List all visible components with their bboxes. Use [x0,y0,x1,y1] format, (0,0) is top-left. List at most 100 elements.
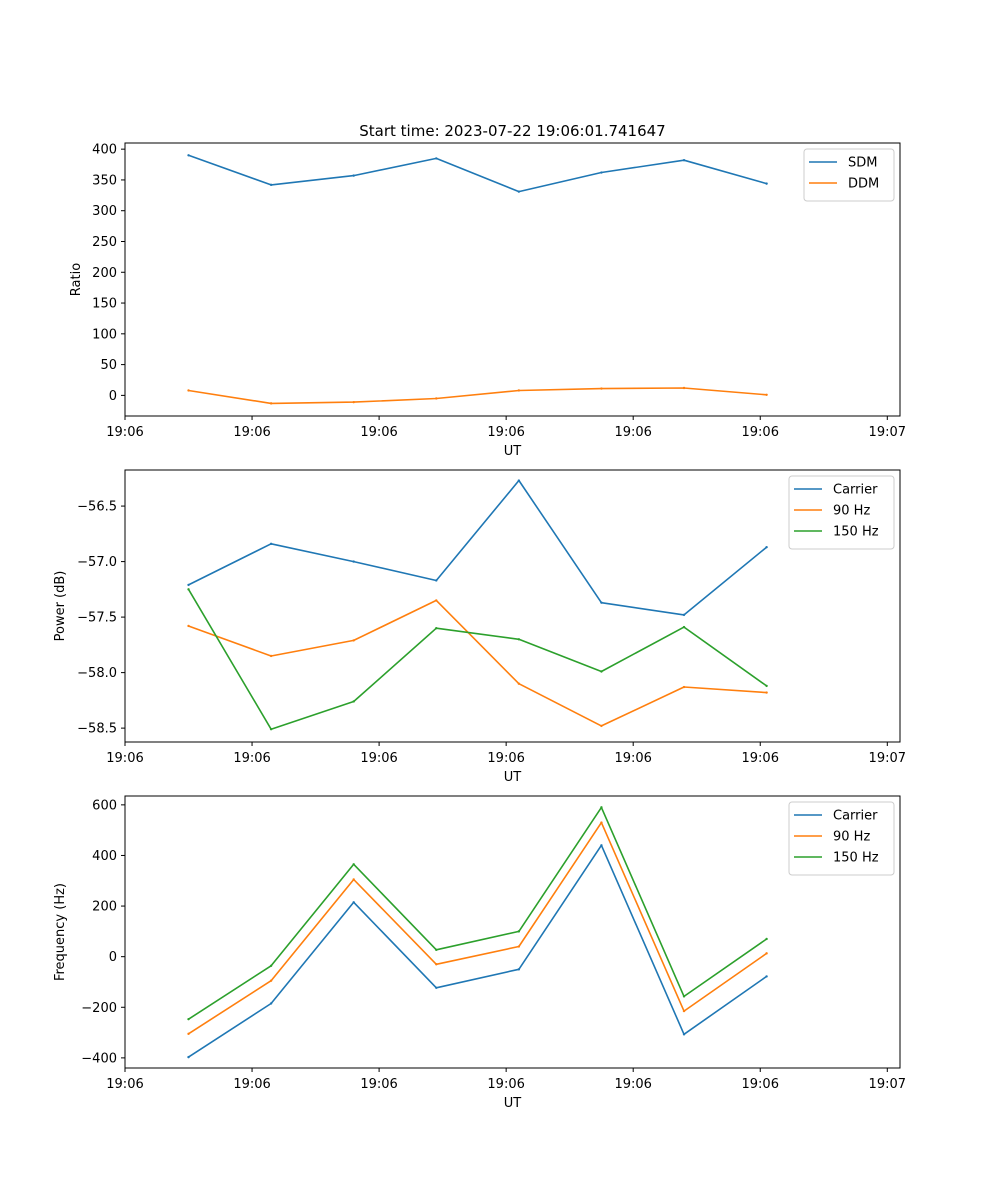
x-tick-label: 19:06 [487,1077,524,1092]
data-point-150-hz [682,625,686,629]
x-tick-label: 19:06 [742,1077,779,1092]
legend-label: SDM [848,156,877,171]
data-point-150-hz [187,588,190,591]
data-point-90-hz [682,1009,686,1013]
data-point-carrier [517,968,521,971]
legend-label: Carrier [833,809,878,824]
x-tick-label: 19:06 [233,425,270,440]
data-point-90-hz [187,1032,190,1036]
data-point-ddm [269,402,273,405]
x-tick-label: 19:06 [742,425,779,440]
data-point-sdm [187,154,190,157]
legend-label: DDM [848,177,879,192]
data-point-carrier [187,583,190,587]
x-tick-label: 19:06 [487,425,524,440]
data-point-ddm [682,386,686,390]
x-tick-label: 19:06 [614,751,651,766]
data-point-sdm [600,171,603,174]
y-axis-title: Frequency (Hz) [53,883,68,981]
x-tick-label: 19:06 [233,751,270,766]
x-tick-label: 19:07 [869,1077,906,1092]
y-axis-title: Ratio [69,263,84,296]
data-point-carrier [682,1033,686,1036]
data-point-sdm [269,183,273,187]
series-line-sdm [188,154,767,193]
x-tick-label: 19:06 [233,1077,270,1092]
y-tick-label: 400 [92,143,117,158]
data-point-carrier [682,613,686,617]
y-tick-label: 150 [92,297,117,312]
series-line-ddm [188,387,767,405]
legend-label: 150 Hz [833,851,879,866]
data-point-90-hz [517,945,521,948]
data-point-150-hz [435,948,438,952]
data-point-sdm [682,159,686,162]
y-axis-title: Power (dB) [53,571,68,642]
legend-label: 150 Hz [833,525,879,540]
y-tick-label: −58.0 [77,666,117,681]
legend: SDM DDM [803,148,895,202]
chart-3: 19:06 19:06 19:06 19:06 19:06 19:06 19:07 −400 −… [53,795,906,1111]
y-tick-label: 200 [92,900,117,915]
x-axis-title: UT [504,770,522,785]
data-point-90-hz [352,878,355,881]
y-tick-label: −57.0 [77,555,117,570]
data-point-ddm [187,389,190,392]
x-tick-label: 19:06 [487,751,524,766]
data-point-150-hz [517,930,521,933]
data-point-90-hz [682,685,686,689]
data-point-90-hz [600,821,603,824]
data-point-carrier [187,1055,190,1059]
series-line-150-hz [188,806,768,1020]
x-tick-label: 19:06 [360,425,397,440]
y-tick-label: −56.5 [77,500,117,515]
x-tick-label: 19:06 [106,751,143,766]
data-point-90-hz [517,682,521,685]
data-point-sdm [765,182,768,185]
x-tick-label: 19:07 [869,425,906,440]
y-tick-label: −400 [81,1051,117,1066]
y-tick-label: 50 [100,358,117,373]
series-line-carrier [188,479,768,616]
series-line-carrier [188,844,768,1058]
data-point-ddm [600,387,603,390]
y-tick-label: 0 [109,950,117,965]
data-point-ddm [435,397,438,400]
y-tick-label: −57.5 [77,611,117,626]
data-point-90-hz [435,599,438,602]
data-point-ddm [517,389,521,392]
x-axis-title: UT [504,1096,522,1111]
data-point-90-hz [269,979,273,982]
x-axis-title: UT [504,444,522,459]
data-point-ddm [765,393,768,396]
y-tick-label: −58.5 [77,722,117,737]
data-point-ddm [352,400,355,404]
chart-2: 19:06 19:06 19:06 19:06 19:06 19:06 19:07 −58.5… [53,469,906,785]
data-point-150-hz [600,670,603,673]
data-point-150-hz [187,1017,190,1021]
data-point-150-hz [517,638,521,641]
y-tick-label: −200 [81,1001,117,1016]
x-tick-label: 19:06 [106,425,143,440]
legend: Carrier 90 Hz 150 Hz [788,801,895,876]
subplots: 19:06 19:06 19:06 19:06 19:06 19:06 19:07 0 50 10… [53,142,906,1111]
plot-area-frame [124,795,901,1069]
data-point-sdm [352,174,355,177]
data-point-carrier [352,901,355,904]
data-point-90-hz [352,639,355,642]
data-point-150-hz [269,964,273,967]
figure-title: Start time: 2023-07-22 19:06:01.741647 [359,122,665,140]
data-point-carrier [269,1002,273,1005]
y-tick-label: 300 [92,204,117,219]
y-tick-label: 400 [92,849,117,864]
data-point-150-hz [352,863,355,866]
data-point-carrier [765,545,768,549]
data-point-90-hz [269,654,273,658]
legend-label: 90 Hz [833,830,870,845]
data-point-carrier [269,542,273,546]
data-point-150-hz [600,806,603,809]
x-tick-label: 19:06 [106,1077,143,1092]
data-point-sdm [517,190,521,193]
data-point-carrier [765,975,768,978]
